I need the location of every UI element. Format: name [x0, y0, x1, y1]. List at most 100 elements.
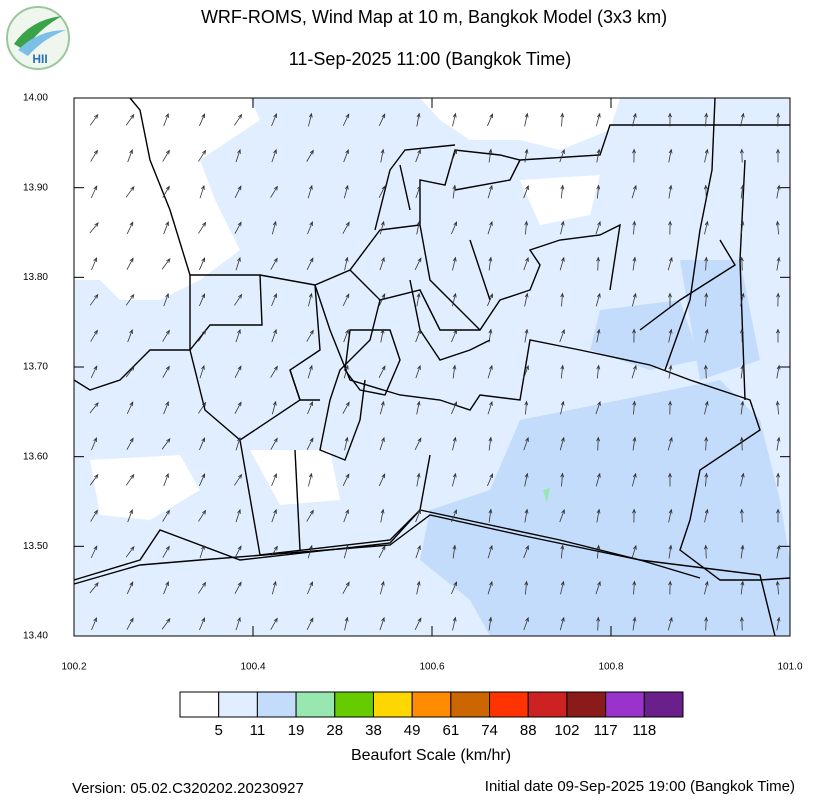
wind-arrow: [632, 436, 637, 451]
wind-arrow: [524, 580, 529, 595]
map-fill: [74, 98, 790, 636]
wind-arrow: [740, 472, 745, 487]
wind-arrow: [524, 328, 529, 343]
wind-arrow: [126, 221, 134, 235]
wind-arrow: [560, 112, 565, 127]
wind-arrow: [235, 148, 241, 163]
wind-arrow: [595, 220, 601, 235]
wind-arrow: [739, 508, 744, 523]
wind-arrow: [199, 184, 205, 199]
wind-arrow: [668, 580, 673, 595]
wind-arrow: [668, 328, 673, 343]
wind-arrow: [740, 220, 745, 235]
wind-arrow: [198, 329, 207, 342]
wind-arrow: [198, 509, 207, 522]
wind-arrow: [90, 365, 98, 379]
wind-arrow: [559, 256, 565, 271]
wind-arrow: [235, 616, 241, 631]
wind-arrow: [306, 257, 314, 270]
wind-arrow: [162, 365, 170, 378]
wind-arrow: [487, 293, 493, 307]
wind-arrow: [487, 544, 493, 559]
wind-arrow: [307, 581, 313, 595]
wind-arrow: [740, 400, 745, 415]
wind-arrow: [198, 149, 207, 162]
wind-arrow: [776, 364, 781, 379]
wind-arrow: [776, 436, 781, 451]
wind-arrow: [559, 436, 565, 451]
wind-arrow: [234, 113, 243, 126]
colorbar-label: 117: [594, 722, 618, 739]
wind-arrow: [596, 364, 601, 379]
wind-arrow: [307, 364, 313, 379]
wind-arrow: [596, 436, 601, 451]
wind-arrow: [668, 364, 673, 379]
wind-arrow: [704, 580, 709, 595]
wind-arrow: [415, 184, 421, 199]
wind-arrow: [127, 328, 133, 343]
wind-arrow: [631, 364, 637, 379]
wind-arrow: [127, 148, 133, 163]
wind-arrow: [596, 508, 601, 523]
wind-arrow: [343, 184, 349, 199]
wind-arrow: [704, 508, 709, 523]
wind-arrow: [344, 436, 349, 451]
wind-arrow: [487, 364, 493, 379]
wind-arrow: [415, 544, 421, 559]
wind-arrow: [704, 400, 709, 415]
wind-arrow: [595, 580, 601, 595]
x-tick-label: 100.4: [240, 662, 265, 673]
wind-arrow: [739, 256, 744, 271]
wind-arrow: [162, 329, 170, 342]
colorbar-box: [372, 691, 413, 718]
wind-arrow: [307, 544, 313, 559]
y-tick-label: 14.00: [23, 93, 48, 104]
wind-arrow: [125, 293, 135, 306]
wind-arrow: [668, 148, 673, 163]
wind-arrow: [162, 545, 170, 558]
wind-arrow: [776, 472, 780, 487]
wind-arrow: [776, 184, 781, 199]
colorbar-label: 28: [326, 722, 343, 739]
wind-arrow: [306, 509, 314, 522]
wind-arrow: [163, 472, 169, 487]
wind-arrow: [163, 581, 169, 595]
y-tick-label: 13.90: [23, 182, 48, 193]
wind-arrow: [451, 329, 457, 343]
wind-arrow: [596, 148, 601, 163]
wind-arrow: [488, 616, 493, 631]
wind-arrow: [740, 364, 745, 379]
wind-arrow: [452, 184, 457, 199]
wind-arrow: [234, 221, 242, 234]
wind-arrow: [343, 148, 349, 163]
wind-arrow: [199, 257, 206, 271]
wind-arrow: [487, 184, 493, 199]
wind-arrow: [523, 184, 529, 199]
x-tick-label: 100.2: [61, 662, 86, 673]
wind-arrow: [378, 473, 386, 487]
wind-arrow: [488, 436, 493, 451]
wind-arrow: [342, 293, 350, 307]
wind-arrow: [595, 112, 601, 127]
wind-arrow: [161, 617, 171, 630]
wind-arrow: [271, 580, 277, 595]
chart-subtitle: 11-Sep-2025 11:00 (Bangkok Time): [289, 49, 572, 69]
wind-arrow: [161, 437, 171, 450]
wind-arrow: [271, 328, 277, 343]
wind-arrow: [488, 148, 493, 163]
wind-arrow: [704, 436, 709, 451]
wind-arrow: [415, 364, 421, 379]
wind-arrow: [776, 292, 781, 307]
wind-arrow: [342, 401, 350, 414]
wind-arrow: [703, 364, 708, 379]
wind-arrow: [234, 473, 243, 486]
wind-arrow: [380, 148, 385, 163]
colorbar-label: 11: [250, 722, 266, 739]
wind-arrow: [378, 185, 386, 198]
wind-arrow: [523, 544, 529, 559]
wind-arrow: [488, 256, 493, 271]
wind-arrow: [740, 544, 745, 559]
wind-arrow: [632, 328, 636, 343]
wind-arrow: [668, 544, 673, 559]
wind-arrow: [271, 293, 277, 307]
